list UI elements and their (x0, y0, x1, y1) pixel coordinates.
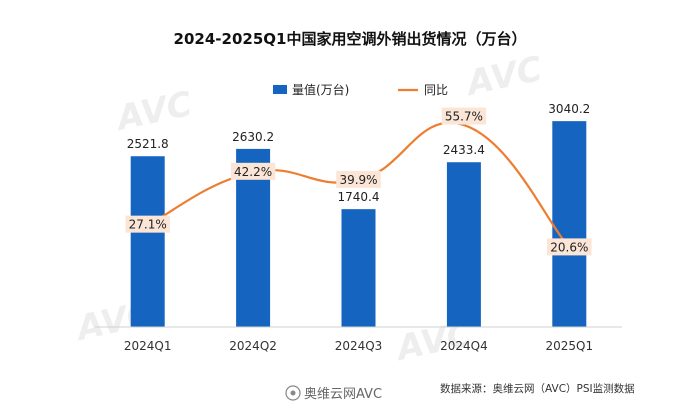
legend: 量值(万台) 同比 (273, 82, 448, 97)
bar-value-label-2024Q1: 2521.8 (127, 137, 169, 151)
yoy-label-bg (547, 238, 592, 256)
yoy-label-text: 27.1% (129, 218, 167, 232)
bar-2024Q4 (446, 162, 481, 327)
bar-value-label-2024Q2: 2630.2 (232, 130, 274, 144)
yoy-label-2024Q2: 42.2% (230, 162, 276, 180)
bar-2024Q1 (130, 156, 165, 327)
legend-bar-swatch (273, 85, 287, 94)
weibo-icon (285, 385, 301, 401)
yoy-label-text: 39.9% (339, 173, 377, 187)
bar-value-labels: 2521.8 2630.2 1740.4 2433.4 3040.2 (127, 102, 591, 204)
category-label-2025Q1: 2025Q1 (545, 339, 593, 353)
bar-series (130, 121, 587, 327)
svg-text:AVC: AVC (111, 84, 196, 139)
yoy-label-text: 20.6% (550, 240, 588, 254)
yoy-label-2024Q1: 27.1% (125, 215, 170, 233)
bar-2024Q3 (341, 209, 376, 327)
yoy-label-2025Q1: 20.6% (547, 238, 592, 256)
category-label-2024Q1: 2024Q1 (124, 339, 172, 353)
yoy-label-text: 42.2% (234, 165, 272, 179)
yoy-label-bg (441, 107, 487, 125)
chart-title: 2024-2025Q1中国家用空调外销出货情况（万台） (174, 30, 527, 48)
svg-text:AVC: AVC (461, 49, 546, 104)
watermark: 奥维云网AVC (285, 385, 382, 402)
legend-line-label: 同比 (424, 83, 448, 97)
bar-value-label-2024Q4: 2433.4 (443, 143, 485, 157)
bar-2025Q1 (552, 121, 587, 327)
yoy-label-bg (336, 170, 381, 188)
category-label-2024Q2: 2024Q2 (229, 339, 277, 353)
category-labels: 2024Q1 2024Q2 2024Q3 2024Q4 2025Q1 (124, 339, 593, 353)
legend-bar-label: 量值(万台) (292, 82, 349, 97)
bar-value-label-2024Q3: 1740.4 (338, 190, 380, 204)
yoy-value-labels: 27.1% 42.2% 39.9% 55.7% 20.6% (125, 107, 592, 256)
bar-value-label-2025Q1: 3040.2 (548, 102, 590, 116)
yoy-label-2024Q4: 55.7% (441, 107, 487, 125)
watermark-text: 奥维云网AVC (304, 387, 382, 402)
yoy-label-2024Q3: 39.9% (336, 170, 381, 188)
yoy-label-bg (230, 162, 276, 180)
category-label-2024Q3: 2024Q3 (335, 339, 383, 353)
yoy-label-bg (125, 215, 170, 233)
yoy-label-text: 55.7% (445, 110, 483, 124)
source-note: 数据来源：奥维云网（AVC）PSI监测数据 (440, 382, 635, 395)
category-label-2024Q4: 2024Q4 (440, 339, 488, 353)
